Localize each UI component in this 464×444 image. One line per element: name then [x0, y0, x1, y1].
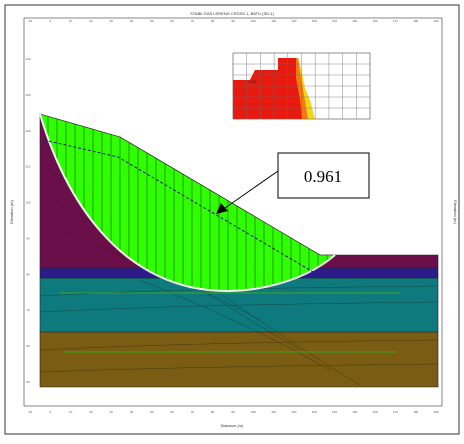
fos-value: 0.961: [304, 167, 342, 186]
x-tick-label: 90: [231, 19, 235, 23]
y-tick-label: 80: [26, 272, 30, 276]
fos-arrow-head: [216, 203, 228, 214]
y-tick-label: 50: [26, 380, 30, 384]
x-axis-label: Distance (m): [221, 423, 244, 428]
x-tick-label: 30: [110, 410, 114, 414]
fos-callout-box: [277, 152, 370, 199]
x-tick-label: -10: [28, 410, 33, 414]
y-tick-label: 110: [26, 165, 31, 169]
x-tick-label: 120: [291, 19, 296, 23]
x-tick-label: 100: [251, 19, 256, 23]
y-tick-label: 70: [26, 308, 30, 312]
horizontal-markers: [60, 292, 400, 353]
x-tick-label: 60: [170, 410, 174, 414]
x-tick-label: 50: [150, 19, 154, 23]
x-tick-label: 180: [413, 19, 418, 23]
y-ticks-left: 50 60 70 80 90 100 110 120 130 140: [25, 57, 30, 384]
x-tick-label: 140: [332, 410, 337, 414]
x-tick-label: 70: [191, 410, 195, 414]
x-tick-label: 110: [271, 410, 276, 414]
x-tick-label: 150: [352, 19, 357, 23]
x-tick-label: 190: [433, 19, 438, 23]
x-tick-label: 10: [69, 19, 73, 23]
x-tick-label: 40: [130, 410, 134, 414]
y-tick-label: 100: [25, 201, 30, 205]
x-tick-label: 140: [332, 19, 337, 23]
x-tick-label: 70: [191, 19, 195, 23]
y-tick-label: 130: [25, 93, 30, 97]
x-tick-label: 170: [393, 410, 398, 414]
slip-center-grid: 1.35: [232, 52, 371, 120]
x-ticks-top: -10 0 10 20 30 40 50 60 70 80 90 100 110 120 130 140 150…: [28, 19, 439, 23]
x-tick-label: 120: [291, 410, 296, 414]
x-tick-label: 90: [231, 410, 235, 414]
y-tick-label: 140: [25, 57, 30, 61]
x-tick-label: 40: [130, 19, 134, 23]
fos-arrow-line: [224, 170, 279, 209]
x-tick-label: 190: [433, 410, 438, 414]
y-axis-label-left: Elevation (m): [9, 200, 14, 224]
slip-surface: [39, 113, 336, 292]
figure-title: STABILITAS LERENG CROSS 1, BATU (SD-1): [190, 11, 274, 16]
x-tick-label: 130: [312, 19, 317, 23]
x-tick-label: -10: [28, 19, 33, 23]
x-tick-label: 170: [393, 19, 398, 23]
x-tick-label: 130: [312, 410, 317, 414]
x-tick-label: 160: [373, 410, 378, 414]
x-tick-label: 150: [352, 410, 357, 414]
grid-zone-red: [233, 58, 302, 119]
x-tick-label: 60: [170, 19, 174, 23]
phreatic-line: [43, 139, 321, 277]
x-tick-label: 10: [69, 410, 73, 414]
x-tick-label: 50: [150, 410, 154, 414]
x-tick-label: 20: [89, 410, 93, 414]
y-tick-label: 60: [26, 344, 30, 348]
x-tick-label: 180: [413, 410, 418, 414]
x-ticks-bottom: -10 0 10 20 30 40 50 60 70 80 90 100 110 120 130 140 150…: [28, 410, 439, 414]
bottom-soil-layer: [39, 331, 439, 388]
y-axis-label-right: Elevation (m): [453, 200, 458, 224]
y-tick-label: 120: [25, 129, 30, 133]
x-tick-label: 100: [251, 410, 256, 414]
x-tick-label: 20: [89, 19, 93, 23]
y-tick-label: 90: [26, 236, 30, 240]
x-tick-label: 80: [211, 19, 215, 23]
grid-min-label: 1.35: [248, 79, 257, 84]
x-tick-label: 0: [49, 410, 51, 414]
x-tick-label: 110: [271, 19, 276, 23]
x-tick-label: 30: [110, 19, 114, 23]
x-tick-label: 0: [49, 19, 51, 23]
x-tick-label: 160: [373, 19, 378, 23]
fos-callout: 0.961: [216, 152, 370, 214]
x-tick-label: 80: [211, 410, 215, 414]
